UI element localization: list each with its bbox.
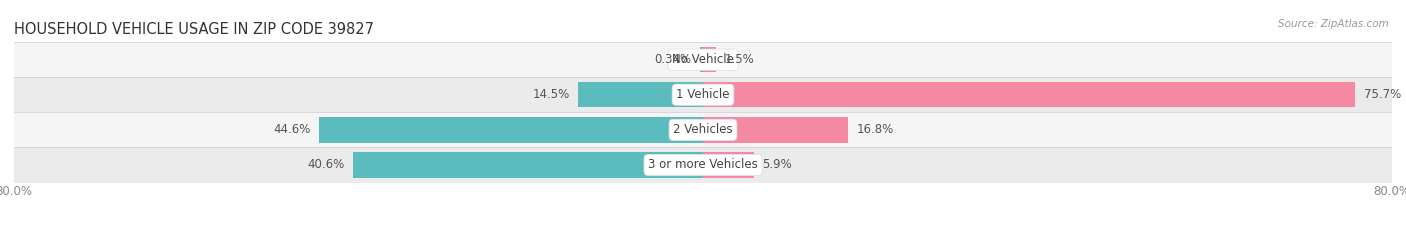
Text: No Vehicle: No Vehicle [672, 53, 734, 66]
Text: 1.5%: 1.5% [724, 53, 754, 66]
Bar [700, 47, 703, 72]
Bar [14, 42, 1392, 77]
Bar [703, 117, 848, 143]
Text: Source: ZipAtlas.com: Source: ZipAtlas.com [1278, 19, 1389, 29]
Text: 14.5%: 14.5% [533, 88, 569, 101]
Bar [703, 152, 754, 178]
Text: 75.7%: 75.7% [1364, 88, 1400, 101]
Bar [353, 152, 703, 178]
Text: 16.8%: 16.8% [856, 123, 894, 136]
Text: 44.6%: 44.6% [273, 123, 311, 136]
Bar [14, 112, 1392, 147]
Bar [703, 47, 716, 72]
Bar [14, 147, 1392, 183]
Bar [319, 117, 703, 143]
Text: HOUSEHOLD VEHICLE USAGE IN ZIP CODE 39827: HOUSEHOLD VEHICLE USAGE IN ZIP CODE 3982… [14, 22, 374, 37]
Text: 5.9%: 5.9% [762, 158, 792, 172]
Bar [578, 82, 703, 107]
Bar [703, 82, 1355, 107]
Text: 0.34%: 0.34% [654, 53, 692, 66]
Text: 1 Vehicle: 1 Vehicle [676, 88, 730, 101]
Text: 2 Vehicles: 2 Vehicles [673, 123, 733, 136]
Text: 3 or more Vehicles: 3 or more Vehicles [648, 158, 758, 172]
Text: 40.6%: 40.6% [308, 158, 344, 172]
Bar [14, 77, 1392, 112]
